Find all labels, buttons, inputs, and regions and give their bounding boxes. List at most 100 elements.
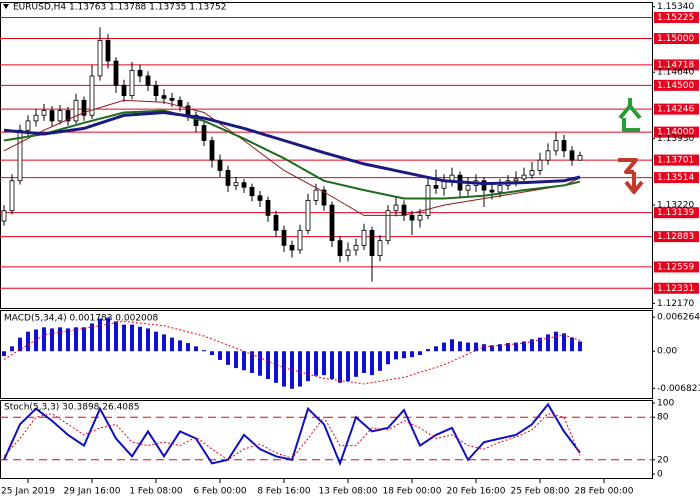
macd-bar (450, 339, 454, 352)
candle-body (161, 95, 167, 99)
chart-title: EURUSD,H4 1.13763 1.13788 1.13735 1.1375… (13, 3, 226, 13)
macd-bar (562, 333, 566, 352)
candle-body (129, 69, 135, 97)
candle-body (113, 60, 119, 86)
candle-body (377, 240, 383, 257)
macd-bar (178, 340, 182, 352)
macd-bar (18, 337, 22, 352)
candle-body (225, 170, 231, 186)
candle-body (497, 185, 503, 193)
y-tick-label: 0 (657, 470, 663, 480)
macd-signal (3, 320, 581, 385)
macd-bar (26, 331, 30, 352)
candle-body (41, 110, 47, 116)
candle-body (169, 98, 175, 101)
macd-bar (330, 351, 334, 379)
x-tick-label: 29 Jan 16:00 (64, 487, 121, 497)
candle-body (313, 189, 319, 201)
macd-bar (530, 339, 534, 352)
macd-bar (514, 342, 518, 352)
candle-body (369, 229, 375, 257)
macd-bar (106, 317, 110, 352)
candle-body (89, 75, 95, 116)
candle-body (121, 84, 127, 97)
macd-bar (82, 327, 86, 352)
candle-body (529, 170, 535, 176)
moving-average (3, 99, 581, 216)
candle-body (1, 210, 7, 222)
macd-bar (306, 351, 310, 382)
macd-bar (146, 328, 150, 352)
candle-body (329, 204, 335, 242)
macd-bar (394, 351, 398, 360)
y-tick-label: 80 (657, 413, 669, 423)
level-label: 1.12559 (657, 262, 694, 272)
candle-body (73, 99, 79, 122)
x-tick-label: 20 Feb 16:00 (446, 487, 505, 497)
y-tick-label: 20 (657, 455, 669, 465)
candle-body (553, 140, 559, 152)
candle-body (57, 110, 63, 122)
candle-body (97, 40, 103, 77)
macd-bar (314, 351, 318, 376)
macd-bar (290, 351, 294, 389)
candle-body (569, 150, 575, 161)
macd-bar (170, 337, 174, 352)
candle-body (393, 204, 399, 212)
candle-body (425, 185, 431, 216)
candle-body (537, 159, 543, 171)
candle-body (433, 185, 439, 189)
candle-body (193, 114, 199, 126)
stoch-pane (0, 400, 653, 479)
macd-bar (138, 326, 142, 352)
candle-body (401, 204, 407, 216)
level-label-box (654, 59, 699, 71)
candle-body (233, 182, 239, 186)
candle-body (561, 140, 567, 152)
level-label: 1.14500 (657, 81, 694, 91)
moving-average (3, 110, 581, 186)
candle-body (337, 240, 343, 257)
macd-bar (186, 343, 190, 352)
level-label-box (654, 207, 699, 219)
level-label: 1.12883 (657, 232, 694, 242)
x-tick-label: 8 Feb 16:00 (257, 487, 311, 497)
macd-bar (474, 342, 478, 352)
x-tick-label: 28 Feb 00:00 (574, 487, 633, 497)
candle-body (385, 210, 391, 242)
macd-bar (338, 351, 342, 383)
candle-body (353, 244, 359, 251)
macd-bar (2, 351, 6, 357)
level-label-box (654, 12, 699, 24)
macd-bar (410, 351, 414, 358)
macd-bar (442, 342, 446, 352)
y-tick-label: 1.15340 (657, 2, 694, 12)
macd-bar (354, 351, 358, 377)
macd-bar (386, 351, 390, 365)
macd-bar (50, 328, 54, 352)
y-tick-label: 1.13930 (657, 134, 694, 144)
macd-bar (298, 351, 302, 387)
candle-body (249, 186, 255, 197)
candle-body (137, 69, 143, 77)
symbol-icon (3, 4, 9, 9)
price-pane (0, 2, 653, 309)
x-tick-label: 13 Feb 08:00 (318, 487, 377, 497)
macd-bar (266, 351, 270, 379)
level-label-box (654, 103, 699, 115)
macd-bar (114, 321, 118, 352)
y-tick-label: 1.13220 (657, 201, 694, 211)
candle-body (297, 229, 303, 251)
macd-bar (162, 334, 166, 352)
macd-bar (426, 349, 430, 352)
candle-body (409, 214, 415, 221)
macd-bar (578, 341, 582, 352)
moving-average (3, 109, 581, 200)
y-tick-label: 0.006264 (657, 313, 700, 323)
level-label: 1.13514 (657, 173, 694, 183)
macd-bar (402, 351, 406, 359)
level-label-box (654, 126, 699, 138)
macd-bar (10, 346, 14, 352)
level-label-box (654, 154, 699, 166)
